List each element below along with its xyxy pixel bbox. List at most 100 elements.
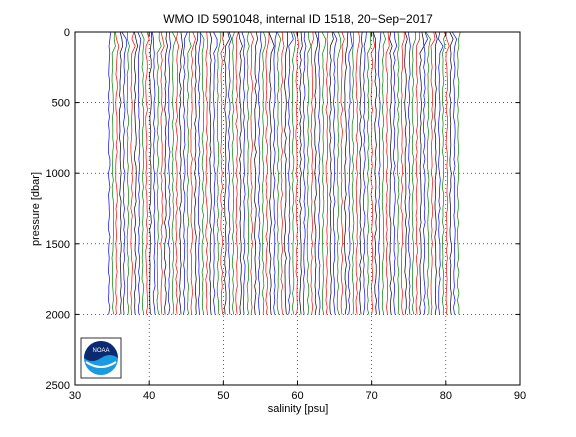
axis-ticks: 30 40 50 60 70 80 90 0 500 1000 1500 2000 2500 [46,27,527,402]
x-axis-label: salinity [psu] [268,403,329,415]
profile-line [444,31,450,315]
profile-line [126,31,130,315]
profile-line [411,31,416,315]
profile-line [363,31,367,315]
profile-line [340,31,345,315]
profile-line [284,31,288,315]
profile-line [197,31,202,315]
profile-line [220,31,225,315]
y-tick-label: 1500 [46,239,70,251]
profile-line [434,31,438,315]
x-tick-label: 30 [69,390,81,402]
profile-line [134,31,138,315]
profile-line [385,31,390,315]
profile-line [209,31,213,315]
x-tick-label: 80 [440,390,452,402]
profile-line [276,31,282,315]
noaa-logo-sky [84,341,118,361]
profile-line [355,31,361,315]
profile-line [393,31,398,315]
profile-line [115,31,120,315]
x-tick-label: 40 [143,390,155,402]
y-tick-label: 2500 [46,380,70,392]
profile-line [404,31,408,315]
profile-line [272,31,278,315]
profile-line [254,31,258,315]
profile-line [288,31,294,315]
profile-line [140,31,145,315]
profile-line [224,31,230,315]
x-tick-label: 60 [291,390,303,402]
profile-line [227,31,232,315]
profile-line [145,31,150,315]
profile-line [295,31,299,315]
chart-title: WMO ID 5901048, internal ID 1518, 20−Sep… [163,12,433,26]
profile-line [179,31,183,315]
profile-line [160,31,165,315]
profile-line [241,31,246,315]
profile-line [372,31,377,315]
profile-line [381,31,386,315]
profile-line [111,31,116,315]
profile-line [119,31,124,315]
profile-line [265,31,270,315]
profile-line [438,31,444,315]
profile-line [366,32,372,315]
profile-line [370,31,376,315]
profile-line [216,31,222,315]
profile-line [130,31,136,315]
profile-line [280,31,285,315]
profile-line [250,31,254,315]
profile-line [359,31,363,315]
profile-line [190,31,196,315]
profile-line [400,31,405,315]
noaa-logo: NOAA [80,337,122,379]
profile-line [156,31,162,315]
y-tick-label: 500 [52,98,70,110]
y-tick-label: 1000 [46,168,70,180]
y-tick-label: 0 [64,27,70,39]
profile-line [332,31,338,315]
profile-line [213,31,218,315]
profile-line [151,31,156,315]
profile-line [291,31,297,315]
profile-line [456,31,461,315]
profile-line [246,31,250,315]
profile-line [329,31,334,315]
profiles [107,31,461,315]
profile-line [175,31,180,315]
y-axis-label: pressure [dbar] [30,172,42,246]
profile-line [306,31,312,315]
profile-line [396,31,400,315]
profile-line [419,31,425,315]
profile-line [321,31,327,315]
profile-line [231,31,235,315]
profile-line [318,31,321,315]
profile-line [238,31,243,315]
profile-line [164,31,168,315]
profile-line [257,31,262,315]
x-tick-label: 50 [217,390,229,402]
grid [75,32,520,385]
noaa-logo-wave [85,361,117,368]
profile-line [149,31,153,315]
profile-line [425,31,431,315]
profile-line [199,31,205,315]
profile-line [325,31,329,315]
profile-line [451,31,457,315]
profile-line [107,31,111,315]
profile-line [441,31,447,315]
profile-line [171,31,177,315]
profile-line [302,31,307,315]
profile-line [235,31,239,315]
profile-line [336,31,342,315]
profile-line [423,31,428,315]
x-tick-label: 70 [366,390,378,402]
profile-line [167,31,172,315]
profile-line [449,31,454,315]
profile-line [186,31,192,315]
profile-line [121,31,127,315]
profile-line [407,31,411,315]
